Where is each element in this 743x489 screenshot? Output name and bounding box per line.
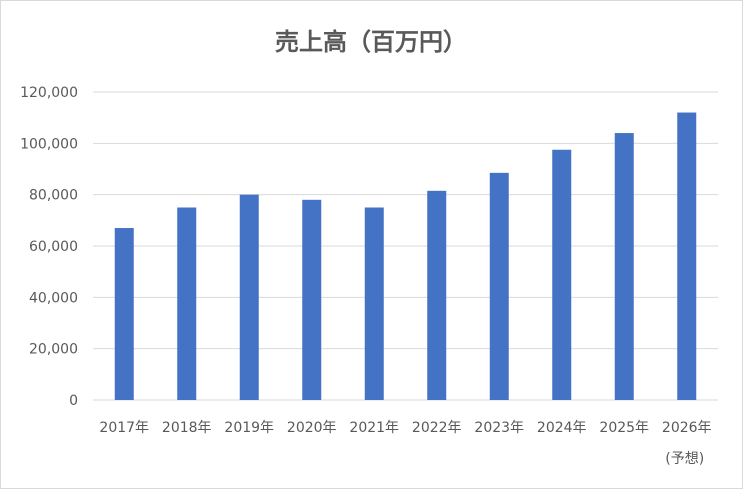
x-tick-label: 2020年 bbox=[287, 420, 337, 436]
y-tick-label: 100,000 bbox=[20, 136, 78, 152]
x-tick-label: 2024年 bbox=[537, 420, 587, 436]
x-tick-sublabel: (予想) bbox=[665, 451, 704, 467]
x-axis-ticks: 2017年 2018年 2019年 2020年 2021年 2022年 2023年 2024年… bbox=[99, 420, 711, 467]
bar bbox=[489, 172, 509, 400]
bar bbox=[552, 149, 572, 400]
bar bbox=[614, 133, 634, 401]
bars bbox=[114, 112, 697, 401]
y-tick-label: 120,000 bbox=[20, 85, 78, 101]
chart-title: 売上高（百万円） bbox=[275, 28, 467, 56]
bar bbox=[677, 112, 697, 401]
y-tick-label: 20,000 bbox=[29, 342, 78, 358]
x-tick-label: 2025年 bbox=[599, 420, 649, 436]
x-tick-label: 2021年 bbox=[349, 420, 399, 436]
gridlines bbox=[93, 91, 718, 401]
bar bbox=[114, 228, 134, 400]
bar bbox=[302, 199, 322, 400]
bar bbox=[239, 194, 259, 400]
y-tick-label: 0 bbox=[69, 393, 78, 409]
x-tick-label: 2023年 bbox=[474, 420, 524, 436]
x-tick-label: 2019年 bbox=[224, 420, 274, 436]
x-tick-label: 2022年 bbox=[412, 420, 462, 436]
bar bbox=[427, 190, 447, 400]
x-tick-label: 2026年 bbox=[662, 420, 712, 436]
x-tick-label: 2017年 bbox=[99, 420, 149, 436]
bar bbox=[364, 207, 384, 400]
x-tick-label: 2018年 bbox=[162, 420, 212, 436]
y-tick-label: 40,000 bbox=[29, 290, 78, 306]
bar bbox=[177, 207, 197, 400]
y-tick-label: 80,000 bbox=[29, 188, 78, 204]
y-tick-label: 60,000 bbox=[29, 239, 78, 255]
y-axis-ticks: 0 20,000 40,000 60,000 80,000 100,000 120,000 bbox=[20, 85, 78, 409]
